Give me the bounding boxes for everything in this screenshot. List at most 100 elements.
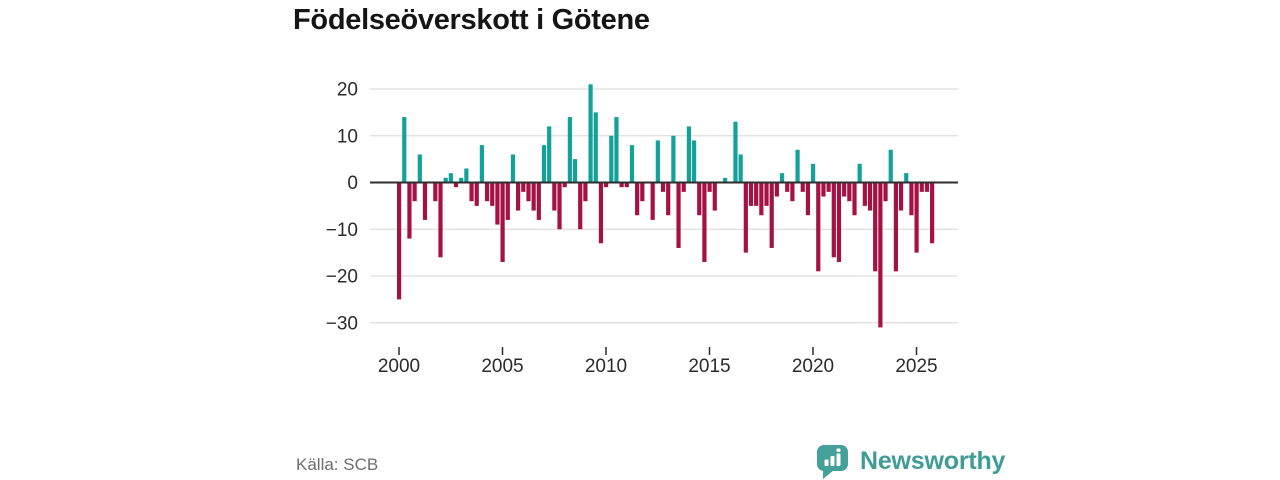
bar [878, 182, 883, 328]
bar [666, 182, 671, 216]
bar [505, 182, 510, 220]
x-tick-label: 2015 [688, 356, 730, 377]
bar [914, 182, 919, 253]
bar [490, 182, 495, 206]
bar [516, 182, 521, 211]
bar [816, 182, 821, 272]
bar [924, 182, 930, 192]
bar [821, 182, 826, 197]
source-label: Källa: SCB [296, 455, 379, 474]
bar [402, 117, 407, 183]
bar [578, 182, 583, 230]
bar [723, 177, 728, 183]
x-tick-label: 2005 [481, 356, 523, 377]
bar [769, 182, 774, 248]
bar [422, 182, 428, 220]
bar [655, 140, 660, 183]
bar [464, 168, 469, 183]
bar [795, 149, 800, 183]
bar [547, 126, 552, 183]
bar [676, 182, 681, 248]
x-tick-label: 2020 [792, 356, 834, 377]
bar [898, 182, 904, 211]
bar [521, 182, 526, 192]
bar [640, 182, 645, 202]
bar [552, 182, 557, 211]
y-tick-label: 20 [337, 80, 358, 101]
bar [562, 182, 567, 188]
newsworthy-bubble-icon [817, 445, 848, 479]
bar [909, 182, 914, 216]
y-tick-label: −30 [326, 313, 358, 334]
bar [811, 163, 816, 183]
bar [779, 173, 785, 183]
bar [448, 173, 453, 183]
bar [624, 182, 629, 188]
y-tick-label: 10 [337, 126, 358, 147]
bar [764, 182, 769, 206]
bar [697, 182, 702, 216]
bar [510, 154, 516, 183]
bar [536, 182, 541, 220]
bar [650, 182, 655, 220]
bar [852, 182, 857, 216]
bar [671, 135, 676, 183]
x-tick-label: 2025 [895, 356, 937, 377]
y-tick-label: −10 [326, 220, 358, 241]
bar [526, 182, 531, 202]
bar [635, 182, 640, 216]
bar [583, 182, 588, 202]
bar [888, 149, 893, 183]
bar [453, 182, 459, 188]
bar [867, 182, 873, 211]
bar [862, 182, 867, 206]
bar [785, 182, 790, 192]
bar [407, 182, 412, 239]
newsworthy-logo-text: Newsworthy [860, 447, 1006, 475]
bar [919, 182, 924, 192]
y-tick-label: 0 [347, 173, 358, 194]
bar [593, 112, 598, 183]
bar [738, 154, 743, 183]
chart-title: Födelseöverskott i Götene [293, 4, 650, 36]
bar [857, 163, 862, 183]
bar [397, 182, 402, 300]
bar [484, 182, 490, 202]
bar [904, 173, 909, 183]
bar [619, 182, 624, 188]
bar [479, 145, 484, 183]
bar [847, 182, 852, 202]
bar [883, 182, 888, 202]
bar [500, 182, 505, 262]
newsworthy-logo[interactable]: Newsworthy [815, 443, 1005, 480]
bar [691, 140, 697, 183]
x-tick-label: 2000 [378, 356, 420, 377]
bar [438, 182, 443, 258]
bar [567, 117, 572, 183]
bar [609, 135, 614, 183]
bar [681, 182, 686, 192]
y-tick-label: −20 [326, 267, 358, 288]
bar [598, 182, 604, 244]
bar [930, 182, 935, 244]
bar [836, 182, 842, 262]
bar [754, 182, 759, 206]
bar [686, 126, 691, 183]
bar [805, 182, 811, 216]
bar [790, 182, 795, 202]
x-tick-label: 2010 [585, 356, 627, 377]
bar [712, 182, 717, 211]
bar [893, 182, 898, 272]
bar [831, 182, 836, 258]
bar [443, 177, 448, 183]
bar [572, 159, 578, 183]
bar [842, 182, 847, 197]
bar [495, 182, 500, 225]
bar [474, 182, 479, 206]
bar [459, 177, 464, 183]
bar [826, 182, 831, 192]
bar [469, 182, 474, 202]
bar [588, 84, 593, 183]
